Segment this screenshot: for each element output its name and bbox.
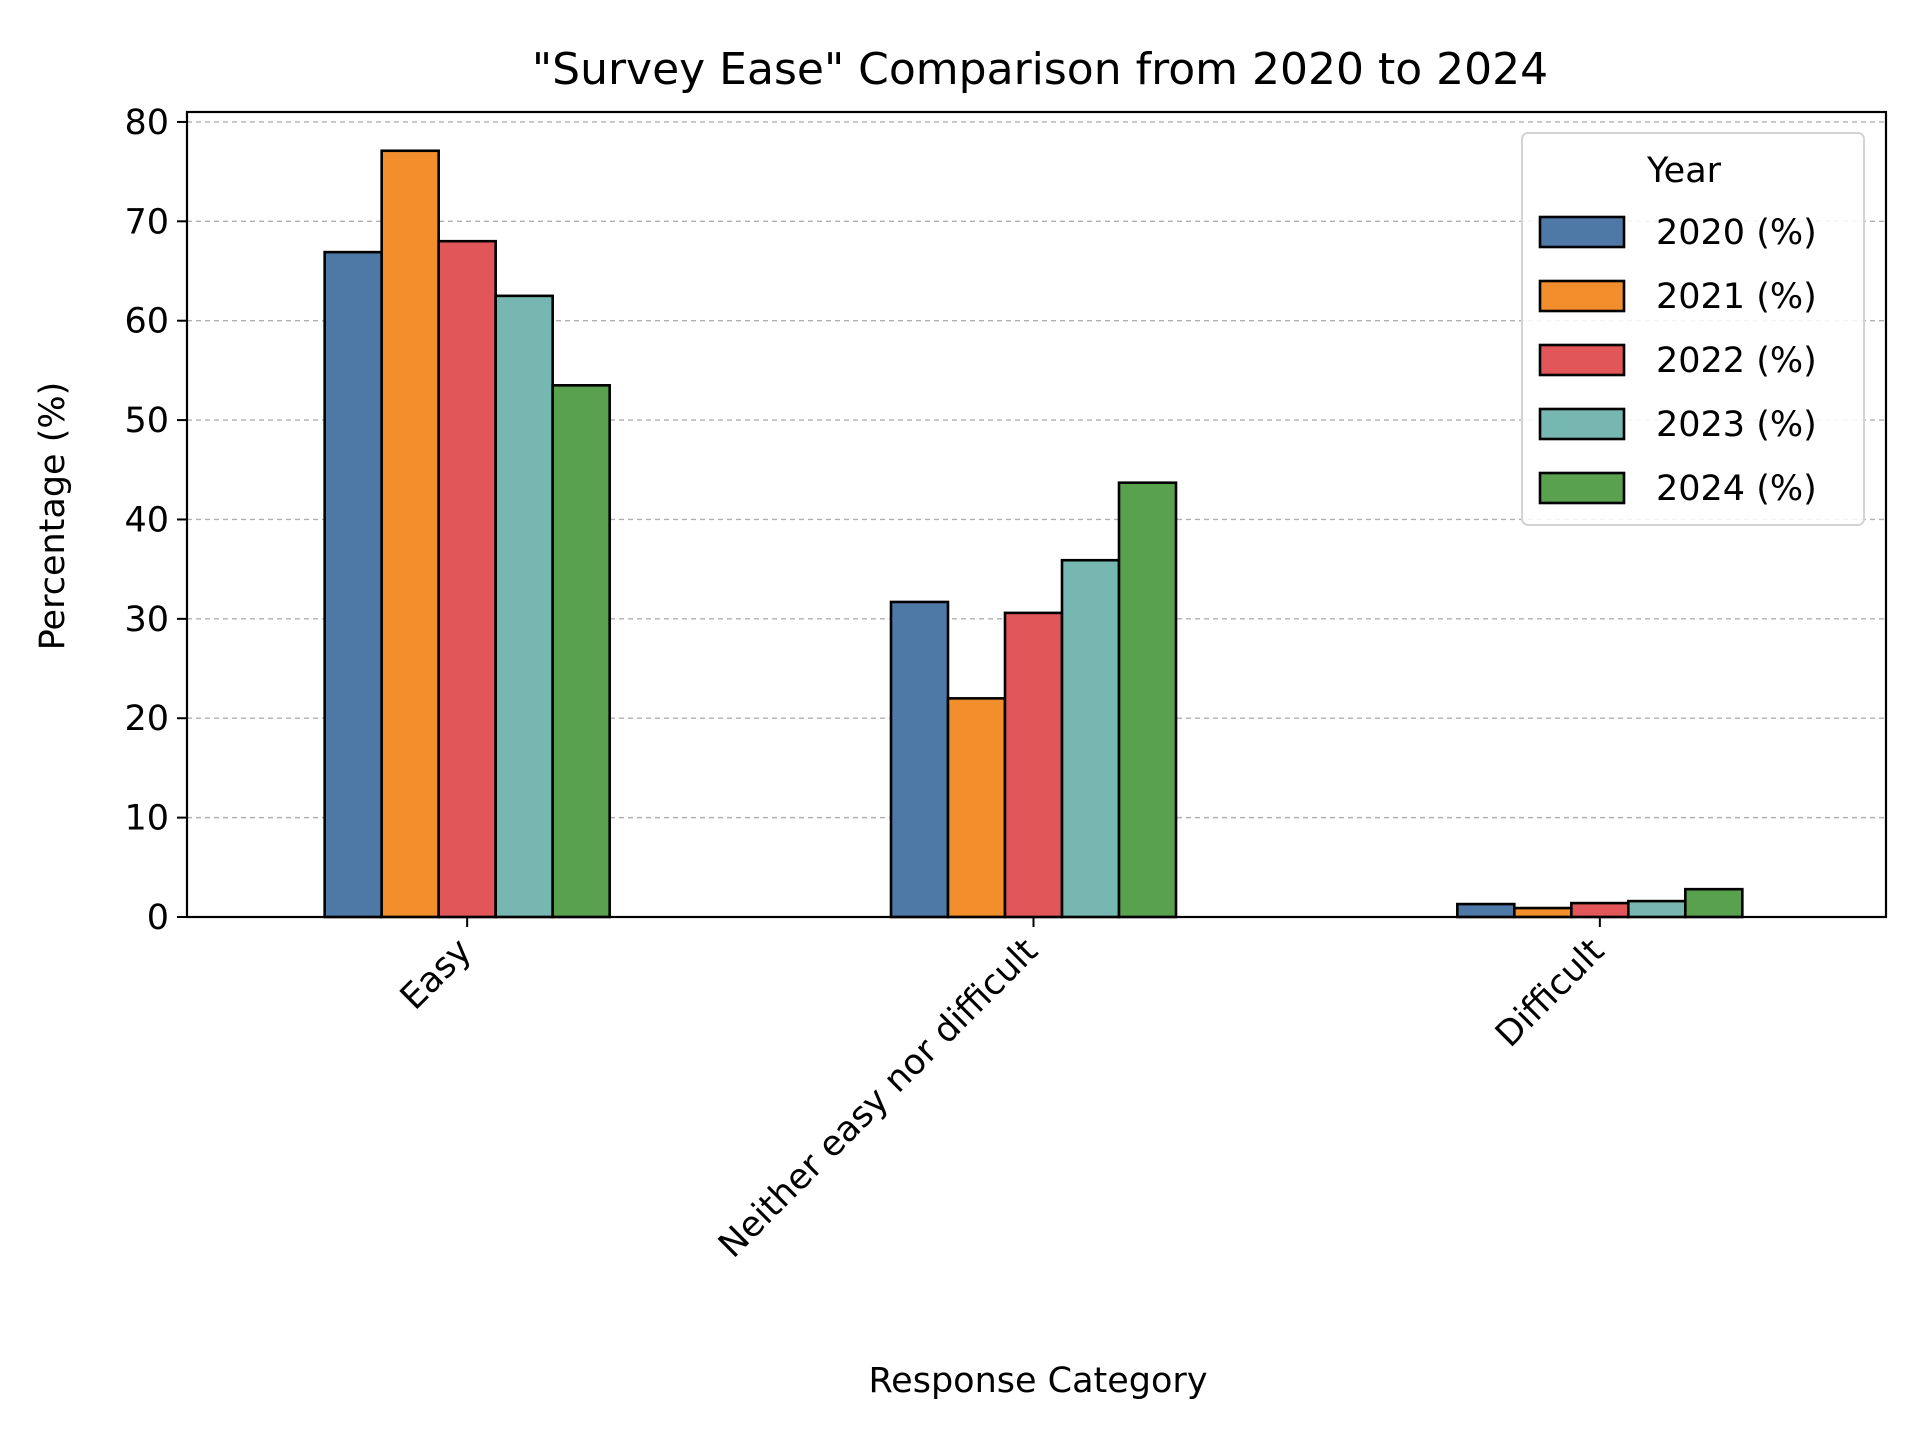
legend-swatch (1538, 471, 1626, 505)
y-axis-label: Percentage (%) (33, 382, 73, 651)
bar (946, 697, 1007, 919)
legend-swatch (1538, 215, 1626, 249)
legend-label: 2024 (%) (1656, 469, 1817, 509)
bar (889, 600, 950, 919)
y-tick-label: 40 (124, 500, 169, 540)
y-axis: 0 10 20 30 40 50 60 70 80 (124, 103, 187, 938)
bar (1570, 901, 1630, 919)
legend-label: 2022 (%) (1656, 341, 1817, 381)
bar (323, 250, 383, 919)
legend-label: 2023 (%) (1656, 405, 1817, 445)
y-tick-label: 80 (124, 103, 169, 143)
bar (1627, 899, 1687, 919)
plot-frame (185, 110, 1888, 919)
chart-title: "Survey Ease" Comparison from 2020 to 20… (532, 44, 1548, 95)
bar (551, 384, 611, 919)
legend-label: 2020 (%) (1656, 213, 1817, 253)
legend: Year 2020 (%) 2021 (%) 2022 (%) 2023 (%) 2024… (1521, 132, 1865, 526)
legend-swatch (1538, 279, 1626, 313)
legend-box (1521, 132, 1865, 526)
y-tick-label: 10 (124, 799, 169, 839)
bar (494, 294, 554, 919)
legend-swatch (1538, 343, 1626, 377)
legend-swatch (1538, 407, 1626, 441)
y-tick-label: 0 (147, 898, 169, 938)
bar (1684, 887, 1744, 919)
bar (1117, 481, 1178, 919)
legend-label: 2021 (%) (1656, 277, 1817, 317)
bar (380, 149, 440, 919)
legend-title: Year (1646, 151, 1722, 191)
bar (1513, 906, 1573, 919)
bar (1456, 902, 1516, 919)
y-tick-label: 50 (124, 401, 169, 441)
bars (323, 149, 1744, 919)
y-tick-label: 20 (124, 699, 169, 739)
x-axis-label: Response Category (868, 1361, 1207, 1401)
y-tick-label: 70 (124, 202, 169, 242)
bar (1060, 558, 1121, 919)
bar (437, 239, 497, 919)
y-tick-label: 60 (124, 302, 169, 342)
bar (1003, 611, 1064, 919)
y-tick-label: 30 (124, 600, 169, 640)
